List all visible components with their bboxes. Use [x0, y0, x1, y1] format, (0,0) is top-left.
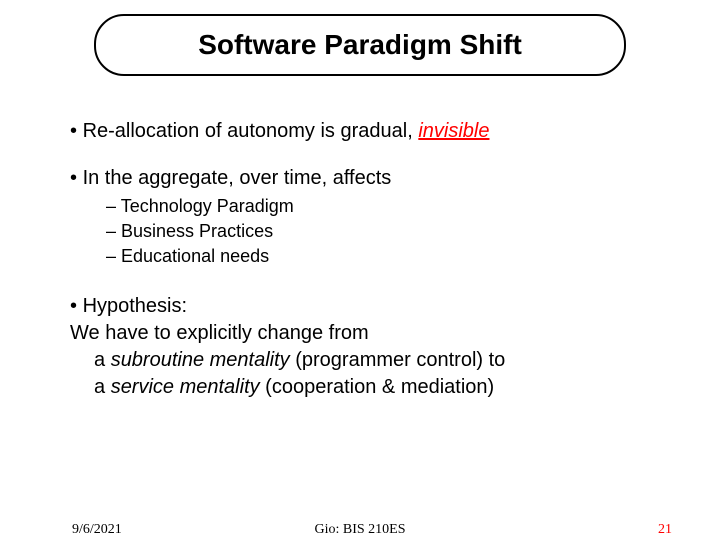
hypothesis-line-1: We have to explicitly change from — [70, 322, 650, 345]
bullet-3-hypothesis: Hypothesis: — [70, 295, 650, 318]
hyp2-c: (programmer control) to — [290, 349, 506, 371]
hyp2-a: a — [94, 349, 111, 371]
hyp2-emphasis: subroutine mentality — [111, 349, 290, 371]
bullet-1-text: Re-allocation of autonomy is gradual, — [83, 120, 419, 142]
hyp3-emphasis: service mentality — [111, 376, 260, 398]
subbullet-3: Educational needs — [106, 246, 650, 267]
bullet-1: Re-allocation of autonomy is gradual, in… — [70, 120, 650, 143]
slide-body: Re-allocation of autonomy is gradual, in… — [70, 120, 650, 399]
footer-page-number: 21 — [658, 522, 672, 538]
title-box: Software Paradigm Shift — [94, 14, 626, 76]
hypothesis-line-2: a subroutine mentality (programmer contr… — [70, 349, 650, 372]
hyp3-c: (cooperation & mediation) — [260, 376, 495, 398]
slide-title: Software Paradigm Shift — [198, 29, 522, 61]
hyp3-a: a — [94, 376, 111, 398]
subbullet-2: Business Practices — [106, 221, 650, 242]
bullet-1-emphasis: invisible — [418, 120, 489, 142]
subbullet-1: Technology Paradigm — [106, 196, 650, 217]
footer-center: Gio: BIS 210ES — [0, 522, 720, 538]
bullet-2: In the aggregate, over time, affects — [70, 167, 650, 190]
hypothesis-line-3: a service mentality (cooperation & media… — [70, 376, 650, 399]
